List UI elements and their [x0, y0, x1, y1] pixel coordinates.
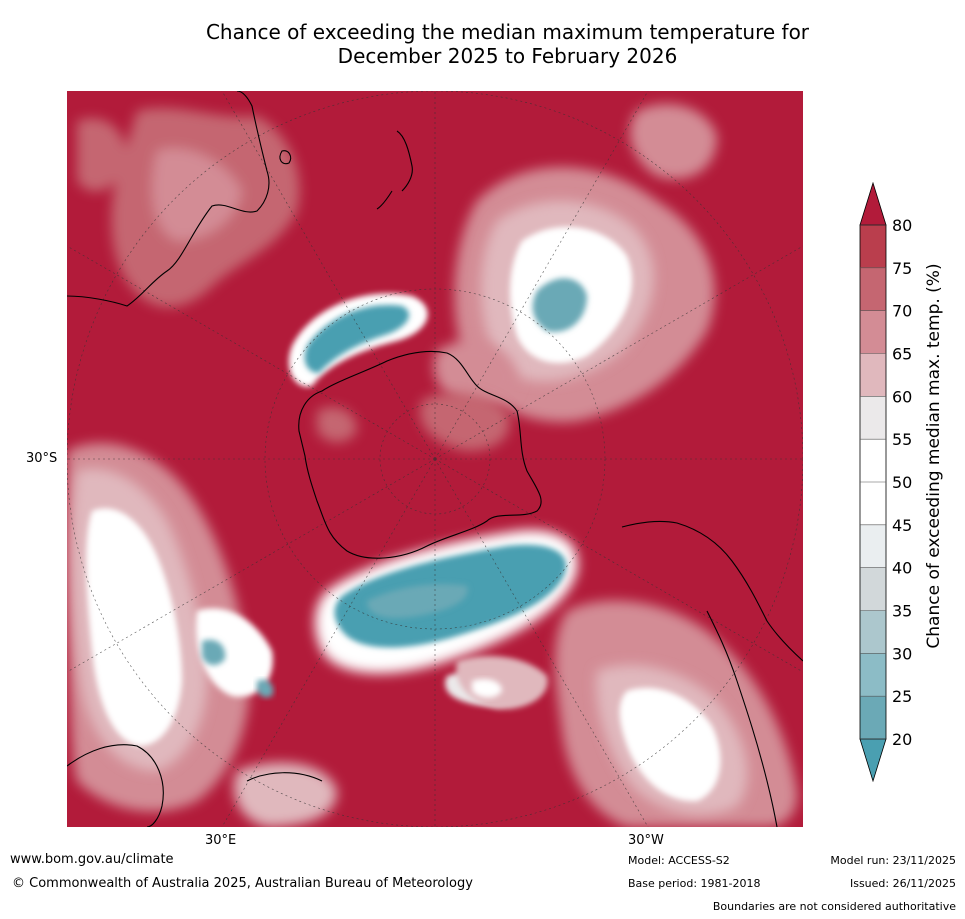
region-antarctica-shading — [317, 392, 510, 451]
south-america-coastline — [621, 520, 803, 827]
colorbar-segment — [860, 267, 886, 311]
title-line-2: December 2025 to February 2026 — [337, 44, 678, 68]
chart-title: Chance of exceeding the median maximum t… — [0, 20, 965, 68]
colorbar-tick-label: 35 — [892, 602, 912, 621]
colorbar-segment — [860, 310, 886, 354]
colorbar-tick-label: 25 — [892, 687, 912, 706]
region-near-normal-brazil — [456, 600, 798, 827]
australia-coastline — [67, 91, 270, 307]
colorbar-segment — [860, 353, 886, 397]
colorbar-tick-label: 80 — [892, 216, 912, 235]
colorbar-extend-high — [859, 181, 887, 226]
colorbar-tick-label: 45 — [892, 516, 912, 535]
colorbar-tick-label: 50 — [892, 473, 912, 492]
longitude-label-30e: 30°E — [205, 833, 237, 848]
latitude-label-30s: 30°S — [26, 451, 58, 466]
colorbar-extend-low — [859, 738, 887, 783]
graticule — [67, 91, 803, 827]
colorbar-tick-label: 65 — [892, 345, 912, 364]
colorbar-segment — [860, 225, 886, 268]
longitude-label-30w: 30°W — [628, 833, 664, 848]
new-zealand-coastline — [376, 130, 413, 210]
colorbar-segment — [860, 482, 886, 525]
africa-coastline — [67, 744, 323, 827]
colorbar-tick-label: 20 — [892, 730, 912, 749]
colorbar-segment — [860, 567, 886, 611]
region-near-normal-pacific — [433, 104, 717, 422]
title-line-1: Chance of exceeding the median maximum t… — [205, 20, 810, 44]
map-canvas — [67, 91, 803, 827]
colorbar-tick-label: 70 — [892, 302, 912, 321]
colorbar-tick-label: 75 — [892, 259, 912, 278]
tasmania-coastline — [279, 150, 292, 165]
colorbar-label-text: Chance of exceeding median max. temp. (%… — [924, 263, 944, 649]
colorbar-segment — [860, 524, 886, 568]
colorbar-tick-label: 30 — [892, 644, 912, 663]
colorbar-segment — [860, 696, 886, 739]
footer-issued: Issued: 26/11/2025 — [849, 877, 956, 890]
region-australia-shading — [77, 108, 300, 308]
colorbar-canvas: 20 25 30 35 40 45 50 55 60 65 70 75 80 — [859, 181, 912, 783]
colorbar: 20 25 30 35 40 45 50 55 60 65 70 75 80 — [858, 181, 965, 783]
probability-map — [67, 91, 803, 827]
colorbar-tick-label: 40 — [892, 559, 912, 578]
colorbar-segment — [860, 653, 886, 697]
colorbar-segment — [860, 610, 886, 654]
footer-disclaimer: Boundaries are not considered authoritat… — [712, 900, 956, 913]
footer-copyright: © Commonwealth of Australia 2025, Austra… — [12, 876, 473, 891]
footer-base-period: Base period: 1981-2018 — [628, 877, 761, 890]
colorbar-segment — [860, 396, 886, 440]
region-near-normal-africa — [67, 443, 337, 827]
colorbar-tick-label: 55 — [892, 430, 912, 449]
footer-model: Model: ACCESS-S2 — [628, 854, 730, 867]
footer-url: www.bom.gov.au/climate — [10, 852, 174, 867]
colorbar-tick-label: 60 — [892, 387, 912, 406]
footer-model-run: Model run: 23/11/2025 — [830, 854, 956, 867]
region-below-normal-ross-sea — [288, 293, 428, 387]
colorbar-segment — [860, 439, 886, 482]
antarctica-coastline — [298, 350, 542, 559]
coastlines — [67, 91, 803, 827]
